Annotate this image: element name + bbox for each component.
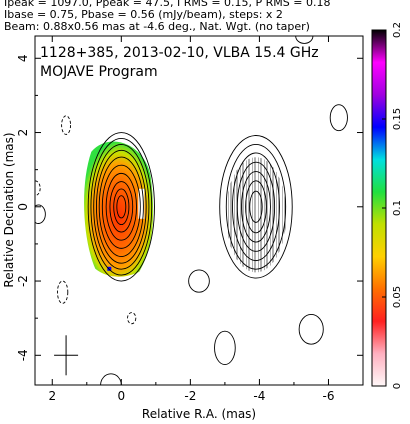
noise-contour bbox=[295, 36, 314, 44]
x-tick-label: 0 bbox=[117, 389, 125, 403]
colorbar-tick-label: 0.15 bbox=[392, 108, 403, 130]
y-tick-label: -2 bbox=[16, 275, 30, 287]
polarization-blue-pixel bbox=[107, 266, 112, 271]
jet-contour-level bbox=[236, 161, 276, 252]
core-contour-level bbox=[90, 138, 153, 276]
colorbar-tick-label: 0.1 bbox=[392, 200, 403, 216]
negative-contour bbox=[35, 180, 41, 197]
colorbar-tick-label: 0.2 bbox=[392, 22, 403, 38]
core-contour-level bbox=[87, 132, 155, 282]
colorbar-tick-label: 0.05 bbox=[392, 286, 403, 308]
header-ibase: Ibase = 0.75, Pbase = 0.56 (mJy/beam), s… bbox=[4, 8, 283, 21]
noise-contour bbox=[35, 204, 46, 224]
core-contour-level bbox=[109, 181, 134, 233]
x-tick-label: 2 bbox=[48, 389, 56, 403]
core-contour-level bbox=[113, 188, 130, 226]
x-axis-label: Relative R.A. (mas) bbox=[142, 407, 256, 421]
jet-contour-level bbox=[249, 190, 263, 223]
x-tick-label: -2 bbox=[184, 389, 196, 403]
core-contour-level bbox=[93, 143, 150, 270]
noise-contour bbox=[188, 269, 210, 293]
noise-contour bbox=[298, 314, 324, 345]
y-tick-label: 2 bbox=[16, 129, 30, 137]
core-contour-level bbox=[96, 149, 147, 264]
jet-contour-level bbox=[241, 171, 271, 243]
colorbar-tick-label: 0 bbox=[392, 383, 403, 389]
y-tick-label: 4 bbox=[16, 54, 30, 62]
polarization-gap bbox=[138, 188, 145, 219]
chart-title: 1128+385, 2013-02-10, VLBA 15.4 GHz bbox=[40, 45, 319, 61]
header-beam: Beam: 0.88x0.56 mas at -4.6 deg., Nat. W… bbox=[4, 20, 310, 33]
core-contour-level bbox=[116, 195, 127, 219]
polarization-vectors-jet bbox=[225, 157, 287, 273]
colorbar: 0 0.05 0.1 0.15 0.2 bbox=[371, 22, 403, 389]
noise-contour bbox=[214, 330, 236, 366]
y-tick-label: -4 bbox=[16, 349, 30, 361]
negative-contour bbox=[61, 115, 72, 135]
x-tick-label: -6 bbox=[322, 389, 334, 403]
noise-contour bbox=[329, 104, 348, 132]
y-axis-label: Relative Decination (mas) bbox=[2, 132, 16, 287]
jet-contour-level bbox=[245, 180, 267, 234]
jet-contour-level bbox=[219, 135, 293, 279]
negative-contour bbox=[127, 312, 137, 325]
plot-frame bbox=[34, 35, 364, 386]
x-tick-label: -4 bbox=[253, 389, 265, 403]
core-contour-level bbox=[98, 156, 144, 257]
chart-subtitle: MOJAVE Program bbox=[40, 64, 158, 80]
core-contour-level bbox=[101, 164, 141, 249]
core-contour-level bbox=[105, 172, 137, 241]
negative-contour bbox=[56, 280, 69, 304]
y-tick-label: 0 bbox=[16, 203, 30, 211]
jet-contour-level bbox=[232, 152, 280, 262]
header-ipeak: Ipeak = 1097.0, Ppeak = 47.5, I RMS = 0.… bbox=[4, 0, 331, 9]
polarization-patch bbox=[84, 141, 154, 277]
jet-contour-level bbox=[225, 143, 287, 270]
